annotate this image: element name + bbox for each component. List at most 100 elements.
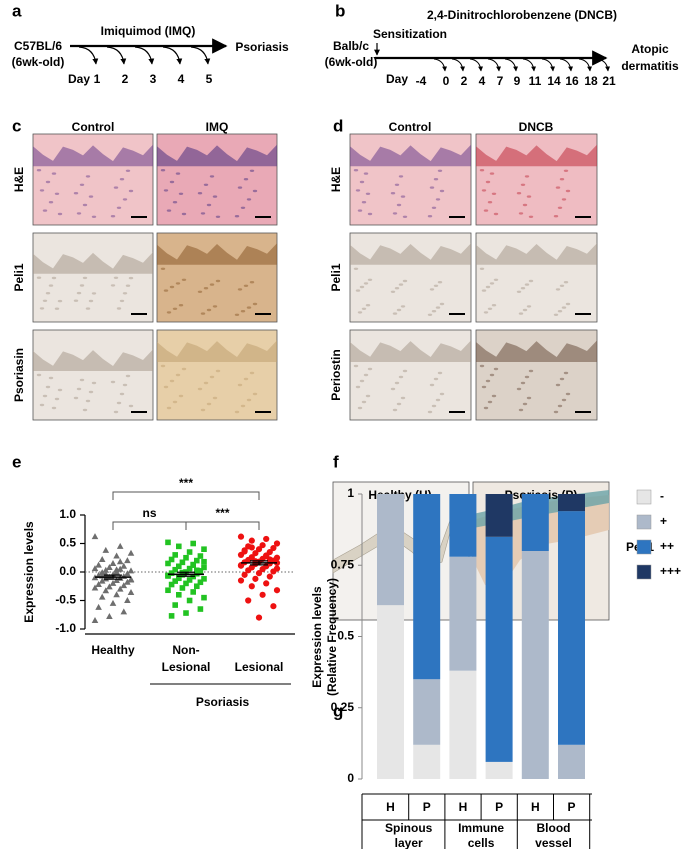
point (109, 559, 117, 566)
point (172, 602, 178, 608)
cell (357, 209, 363, 212)
day: 14 (547, 74, 561, 88)
cell (493, 367, 499, 371)
y-axis-label: (Relative Frequency) (325, 578, 339, 696)
cell (85, 399, 91, 403)
day-arrow (541, 58, 556, 72)
day: 2 (461, 74, 468, 88)
y-tick-label: -1.0 (55, 621, 76, 635)
point (165, 587, 171, 594)
cell (206, 308, 212, 312)
cell (57, 299, 63, 303)
day-arrow (596, 58, 611, 72)
legend-swatch (636, 539, 652, 555)
point (98, 555, 106, 562)
point (186, 577, 193, 583)
cell (178, 304, 184, 307)
point (259, 566, 266, 573)
cell (435, 198, 441, 201)
point (255, 570, 263, 577)
point (245, 567, 252, 574)
y-tick-label: 0 (347, 771, 354, 785)
cell (163, 289, 169, 292)
cell (433, 284, 439, 287)
point (165, 560, 171, 567)
cell (528, 215, 534, 218)
cell (200, 212, 206, 215)
cell (206, 203, 212, 207)
panel-letter: b (335, 1, 345, 20)
cell (79, 378, 85, 382)
cell (57, 212, 63, 216)
cell (431, 404, 437, 408)
cell (400, 396, 406, 400)
day: 5 (206, 72, 213, 86)
day: 9 (514, 74, 521, 88)
cell (212, 195, 218, 198)
cell (520, 381, 526, 385)
strain: Balb/c (333, 39, 369, 53)
day-arrow (504, 58, 519, 72)
event: Sensitization (373, 27, 447, 41)
point (179, 559, 186, 566)
cell (524, 175, 530, 178)
x-tick-label: H (386, 800, 395, 814)
point (124, 570, 131, 577)
epidermis (33, 349, 153, 371)
point (263, 580, 270, 587)
column-label: IMQ (206, 120, 229, 134)
point (106, 583, 113, 590)
y-tick-label: 0.25 (331, 700, 355, 714)
bar-segment (485, 536, 513, 762)
cell (565, 302, 571, 306)
cell (561, 306, 567, 309)
cell (125, 169, 131, 172)
point (109, 599, 117, 606)
cell (400, 195, 406, 198)
cell (163, 385, 169, 389)
point (91, 584, 99, 591)
significance: ns (142, 506, 156, 520)
point (106, 612, 113, 619)
cell (367, 278, 373, 281)
epidermis (157, 340, 277, 362)
cell (237, 186, 243, 189)
cell (54, 307, 60, 310)
cell (172, 400, 178, 404)
cell (526, 396, 532, 400)
cell (234, 410, 240, 414)
cell (489, 172, 495, 175)
cell (561, 398, 567, 402)
cell (203, 183, 209, 186)
cell (437, 169, 443, 172)
epidermis (476, 340, 597, 362)
strain: C57BL/6 (14, 39, 62, 53)
cell (485, 285, 491, 289)
cell (555, 288, 561, 291)
cell (392, 408, 398, 412)
y-tick-label: 1.0 (59, 507, 76, 521)
cell (479, 169, 485, 172)
point (168, 581, 175, 588)
cell (390, 192, 396, 195)
group-label: Psoriasis (196, 695, 250, 709)
point (113, 566, 120, 573)
day-arrow (134, 46, 155, 65)
point (201, 594, 207, 601)
cell (355, 385, 361, 389)
day-arrow (433, 58, 448, 72)
point (194, 557, 200, 564)
point (197, 553, 204, 559)
point (95, 561, 102, 568)
bar-segment (449, 494, 477, 557)
day: 16 (565, 74, 579, 88)
cell (394, 381, 400, 385)
cell (516, 387, 522, 391)
day: 4 (178, 72, 185, 86)
error-bar (104, 574, 122, 580)
cell (76, 212, 82, 215)
day-arrow (451, 58, 466, 72)
cell (212, 396, 218, 400)
column-label: Control (389, 120, 432, 134)
cell (392, 312, 398, 315)
